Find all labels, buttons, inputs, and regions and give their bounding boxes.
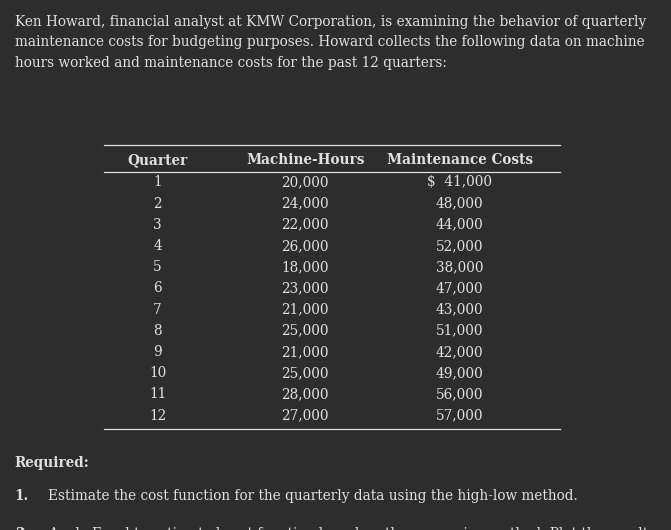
Text: 2: 2 xyxy=(154,197,162,210)
Text: Machine-Hours: Machine-Hours xyxy=(246,153,364,167)
Text: 21,000: 21,000 xyxy=(282,345,329,359)
Text: 56,000: 56,000 xyxy=(436,387,483,401)
Text: 43,000: 43,000 xyxy=(436,303,483,316)
Text: 2.: 2. xyxy=(15,527,29,530)
Text: 25,000: 25,000 xyxy=(282,324,329,338)
Text: 1.: 1. xyxy=(15,489,29,503)
Text: Required:: Required: xyxy=(15,456,89,470)
Text: Ken Howard, financial analyst at KMW Corporation, is examining the behavior of q: Ken Howard, financial analyst at KMW Cor… xyxy=(15,15,646,70)
Text: 1: 1 xyxy=(154,175,162,189)
Text: $  41,000: $ 41,000 xyxy=(427,175,492,189)
Text: 49,000: 49,000 xyxy=(435,366,484,380)
Text: 6: 6 xyxy=(154,281,162,295)
Text: Quarter: Quarter xyxy=(127,153,188,167)
Text: 7: 7 xyxy=(154,303,162,316)
Text: 26,000: 26,000 xyxy=(282,239,329,253)
Text: 28,000: 28,000 xyxy=(282,387,329,401)
Text: 3: 3 xyxy=(154,218,162,232)
Text: Estimate the cost function for the quarterly data using the high-low method.: Estimate the cost function for the quart… xyxy=(48,489,578,503)
Text: 20,000: 20,000 xyxy=(282,175,329,189)
Text: 48,000: 48,000 xyxy=(436,197,483,210)
Text: 9: 9 xyxy=(153,345,162,359)
Text: 38,000: 38,000 xyxy=(436,260,483,274)
Text: 57,000: 57,000 xyxy=(436,409,483,422)
Text: 11: 11 xyxy=(149,387,166,401)
Text: 18,000: 18,000 xyxy=(282,260,329,274)
Text: 42,000: 42,000 xyxy=(436,345,483,359)
Text: 5: 5 xyxy=(154,260,162,274)
Text: 52,000: 52,000 xyxy=(436,239,483,253)
Text: 25,000: 25,000 xyxy=(282,366,329,380)
Text: 51,000: 51,000 xyxy=(436,324,483,338)
Text: 8: 8 xyxy=(154,324,162,338)
Text: 12: 12 xyxy=(149,409,166,422)
Text: 24,000: 24,000 xyxy=(282,197,329,210)
Text: 27,000: 27,000 xyxy=(282,409,329,422)
Text: 22,000: 22,000 xyxy=(282,218,329,232)
Text: Apply Excel to estimated cost function based on the regression method. Plot the : Apply Excel to estimated cost function b… xyxy=(48,527,656,530)
Text: 23,000: 23,000 xyxy=(282,281,329,295)
Text: 47,000: 47,000 xyxy=(436,281,483,295)
Text: 4: 4 xyxy=(153,239,162,253)
Text: 10: 10 xyxy=(149,366,166,380)
Text: Maintenance Costs: Maintenance Costs xyxy=(386,153,533,167)
Text: 21,000: 21,000 xyxy=(282,303,329,316)
Text: 44,000: 44,000 xyxy=(435,218,484,232)
